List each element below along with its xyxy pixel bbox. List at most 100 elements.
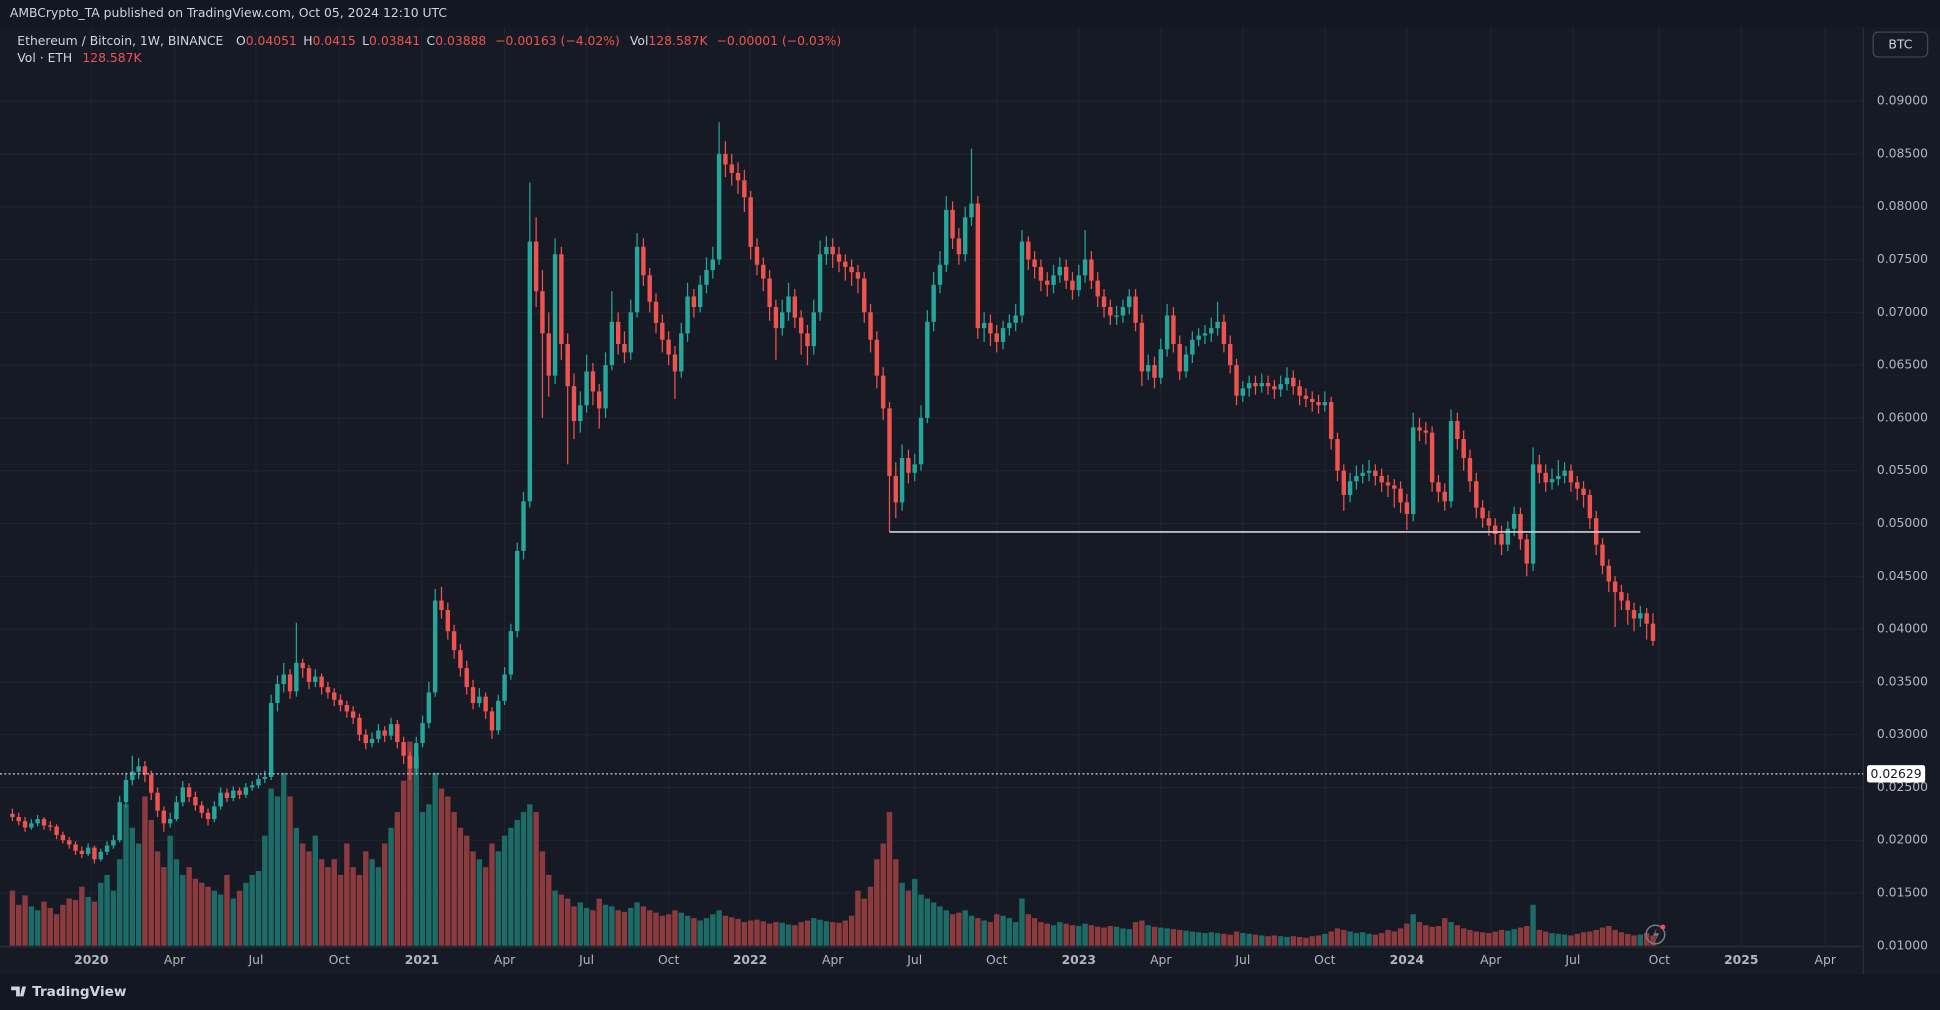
volume-bar <box>514 819 520 946</box>
volume-bar <box>186 867 192 946</box>
currency-label[interactable]: BTC <box>1888 38 1912 52</box>
icon-dot[interactable] <box>1660 924 1666 930</box>
replay-icon[interactable] <box>1645 924 1666 945</box>
volume-bar <box>659 915 666 946</box>
x-tick-label: 2025 <box>1724 953 1758 967</box>
volume-bar <box>135 843 142 946</box>
candle-body <box>1284 377 1290 385</box>
currency-button[interactable] <box>1872 31 1929 58</box>
volume-bar <box>262 835 268 946</box>
candle-body <box>281 674 286 684</box>
volume-bar <box>1612 929 1618 946</box>
volume-bar <box>470 851 476 946</box>
volume-bar <box>546 874 552 946</box>
legend-main: Ethereum / Bitcoin, 1W, BINANCE O0.04051… <box>17 33 841 47</box>
volume-bar <box>1429 926 1435 946</box>
volume-bar <box>1139 920 1145 946</box>
candle-body <box>1587 494 1593 519</box>
volume-bar <box>457 827 464 946</box>
volume-bar <box>350 867 356 946</box>
volume-bar <box>905 890 912 946</box>
volume-bar <box>994 914 1000 946</box>
icon-bolt[interactable] <box>1652 928 1660 941</box>
volume-bar <box>1618 932 1625 946</box>
candle-body <box>224 792 230 799</box>
candle-body <box>798 317 804 334</box>
volume-bar <box>1328 931 1334 946</box>
volume-bar <box>1322 933 1328 946</box>
candle-body <box>1051 275 1056 285</box>
candle-body <box>527 241 533 502</box>
volume-bar <box>192 878 199 946</box>
candle-body <box>16 817 21 822</box>
candle-body <box>180 787 185 803</box>
candle-body <box>1360 472 1365 476</box>
candle-body <box>256 778 261 786</box>
candle-body <box>571 386 577 422</box>
volume-bar <box>760 921 766 946</box>
candle-body <box>1127 296 1132 308</box>
candle-body <box>1480 507 1485 519</box>
icon-ring[interactable] <box>1645 924 1666 945</box>
y-tick-label: 0.01500 <box>1877 886 1928 900</box>
candle-body <box>1606 565 1612 582</box>
vol-change: −0.00001 (−0.03%) <box>717 33 842 47</box>
volume-bar <box>949 914 956 946</box>
volume-bar <box>1517 927 1524 946</box>
volume-bar <box>1296 936 1303 946</box>
x-tick-label: Oct <box>1649 953 1671 967</box>
candle-body <box>906 458 911 473</box>
candle-body <box>843 261 848 267</box>
volume-bar <box>792 925 798 946</box>
volume-bar <box>407 741 413 946</box>
volume-bar <box>1536 929 1543 946</box>
candle-body <box>533 241 539 292</box>
candle-body <box>1328 402 1334 440</box>
volume-bar <box>53 914 60 946</box>
candle-body <box>994 333 999 342</box>
candle-body <box>98 851 103 860</box>
candle-body <box>1190 339 1195 355</box>
candle-body <box>1032 259 1037 267</box>
candle-body <box>1612 581 1618 593</box>
price-label-box <box>1867 765 1926 783</box>
y-tick-label: 0.05500 <box>1877 463 1928 477</box>
candle-body <box>710 259 716 271</box>
candle-body <box>1543 472 1548 483</box>
candle-body <box>1530 464 1536 564</box>
volume-bar <box>1145 925 1151 946</box>
price-label: 0.02629 <box>1871 767 1922 781</box>
candle-body <box>540 291 545 334</box>
candle-body <box>1493 525 1498 535</box>
candle-body <box>742 180 747 198</box>
candle-body <box>1575 482 1580 489</box>
candle-body <box>1455 421 1460 440</box>
candle-body <box>41 819 47 826</box>
candle-body <box>1638 613 1643 619</box>
candle-body <box>792 296 798 318</box>
volume-bar <box>41 901 47 946</box>
volume-bar <box>22 895 28 946</box>
candle-body <box>855 272 861 279</box>
y-tick-label: 0.04000 <box>1877 622 1928 636</box>
candle-body <box>483 696 488 712</box>
candle-body <box>332 692 337 700</box>
candle-body <box>1101 296 1107 308</box>
candle-body <box>1486 518 1492 526</box>
volume-bar <box>110 890 117 946</box>
volume-bar <box>1227 934 1233 946</box>
volume-bar <box>293 827 300 946</box>
volume-bar <box>1650 935 1656 946</box>
volume-bar <box>1069 925 1076 946</box>
volume-bar <box>1593 929 1599 946</box>
volume-bar <box>1183 930 1189 946</box>
volume-bar <box>419 812 426 946</box>
volume-bar <box>1385 929 1391 946</box>
volume-bar <box>602 904 609 946</box>
volume-bar <box>1599 927 1606 946</box>
volume-bar <box>640 906 647 946</box>
volume-bar <box>312 835 318 946</box>
candle-body <box>931 284 936 322</box>
volume-bar <box>741 922 748 946</box>
candle-body <box>514 550 520 632</box>
